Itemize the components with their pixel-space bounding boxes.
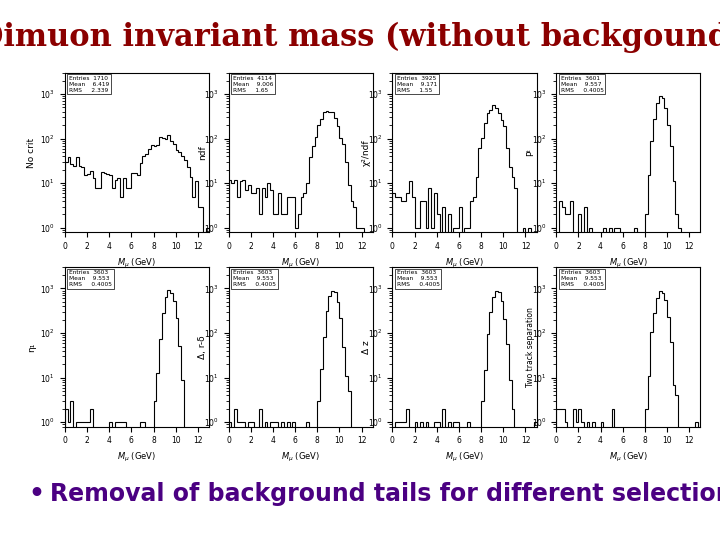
Text: ndf: ndf [198, 145, 207, 160]
X-axis label: $M_{\mu}$ (GeV): $M_{\mu}$ (GeV) [281, 451, 320, 464]
X-axis label: $M_{\mu}$ (GeV): $M_{\mu}$ (GeV) [445, 451, 484, 464]
Text: Removal of background tails for different selection criteria: Removal of background tails for differen… [50, 482, 720, 506]
Text: Two track separation: Two track separation [526, 307, 535, 387]
Text: Entries  3925
Mean    9.171
RMS     1.55: Entries 3925 Mean 9.171 RMS 1.55 [397, 76, 437, 92]
Text: Δ z: Δ z [362, 340, 371, 354]
Text: Entries  3601
Mean    9.557
RMS     0.4005: Entries 3601 Mean 9.557 RMS 0.4005 [561, 76, 603, 92]
Text: Dimuon invariant mass (without backgound): Dimuon invariant mass (without backgound… [0, 22, 720, 53]
X-axis label: $M_{\mu}$ (GeV): $M_{\mu}$ (GeV) [608, 451, 648, 464]
Text: Pᵗ: Pᵗ [526, 148, 535, 157]
Text: Entries  3603
Mean    9.553
RMS     0.4005: Entries 3603 Mean 9.553 RMS 0.4005 [561, 271, 603, 287]
Y-axis label: No crit: No crit [27, 138, 36, 167]
Text: χ²/ndf: χ²/ndf [362, 139, 371, 166]
X-axis label: $M_{\mu}$ (GeV): $M_{\mu}$ (GeV) [445, 256, 484, 269]
X-axis label: $M_{\mu}$ (GeV): $M_{\mu}$ (GeV) [608, 256, 648, 269]
X-axis label: $M_{\mu}$ (GeV): $M_{\mu}$ (GeV) [281, 256, 320, 269]
Text: Entries  3603
Mean    9.553
RMS     0.4005: Entries 3603 Mean 9.553 RMS 0.4005 [397, 271, 440, 287]
Text: •: • [29, 482, 45, 506]
Y-axis label: η₁: η₁ [27, 342, 36, 352]
X-axis label: $M_{\mu}$ (GeV): $M_{\mu}$ (GeV) [117, 256, 156, 269]
Text: Entries  4114
Mean    9.006
RMS     1.65: Entries 4114 Mean 9.006 RMS 1.65 [233, 76, 274, 92]
Text: Δ, r-δ: Δ, r-δ [198, 335, 207, 359]
X-axis label: $M_{\mu}$ (GeV): $M_{\mu}$ (GeV) [117, 451, 156, 464]
Text: Entries  3603
Mean    9.553
RMS     0.4005: Entries 3603 Mean 9.553 RMS 0.4005 [69, 271, 112, 287]
Text: Entries  3603
Mean    9.553
RMS     0.4005: Entries 3603 Mean 9.553 RMS 0.4005 [233, 271, 276, 287]
Text: Entries  1710
Mean    6.419
RMS     2.339: Entries 1710 Mean 6.419 RMS 2.339 [69, 76, 109, 92]
